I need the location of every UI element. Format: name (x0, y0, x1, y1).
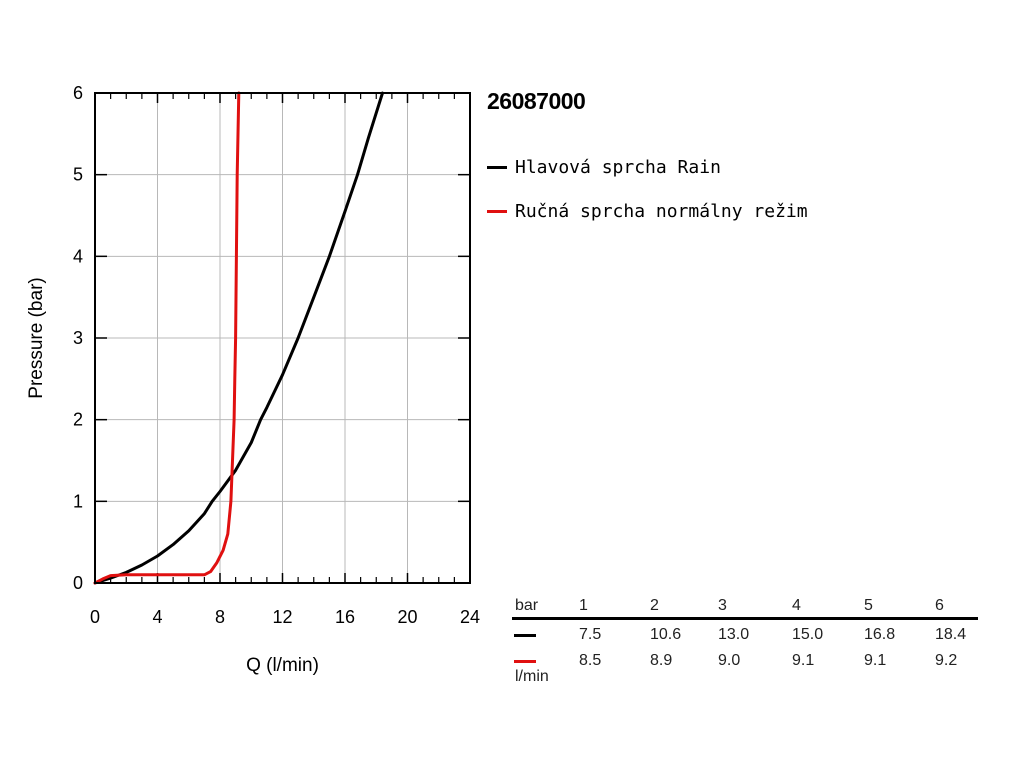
table-cell: 9.0 (718, 652, 741, 669)
y-tick-label: 2 (73, 410, 83, 430)
table-cell: 9.2 (935, 652, 958, 669)
plot-frame (94, 92, 471, 584)
table-row-swatch-red (514, 660, 536, 663)
table-cell: 18.4 (935, 626, 967, 643)
table-header-cell: 1 (579, 597, 588, 614)
y-tick-label: 0 (73, 573, 83, 593)
table-header-cell: 5 (864, 597, 873, 614)
legend-item-head-shower: Hlavová sprcha Rain (487, 145, 808, 189)
y-axis-title: Pressure (bar) (26, 277, 47, 398)
table-header-cell: 6 (935, 597, 944, 614)
table-cell: 8.9 (650, 652, 673, 669)
table-header-cell: 4 (792, 597, 801, 614)
table-cell: 9.1 (864, 652, 887, 669)
table-unit-row: l/min (512, 666, 978, 688)
table-unit-label: l/min (515, 668, 549, 685)
legend-swatch-black (487, 165, 507, 169)
series-line-0 (93, 91, 384, 585)
table-row: 8.5 8.9 9.0 9.1 9.1 9.2 (512, 650, 978, 676)
x-tick-label: 4 (152, 607, 162, 627)
x-tick-label: 16 (335, 607, 355, 627)
table-cell: 9.1 (792, 652, 815, 669)
legend-label: Ručná sprcha normálny režim (515, 200, 808, 222)
y-tick-label: 5 (73, 165, 83, 185)
y-tick-label: 4 (73, 246, 83, 266)
table-header-row: bar 1 2 3 4 5 6 (512, 597, 978, 620)
flow-table: bar 1 2 3 4 5 6 7.5 10.6 13.0 15.0 16.8 … (512, 597, 978, 688)
x-tick-label: 8 (215, 607, 225, 627)
table-cell: 7.5 (579, 626, 602, 643)
table-cell: 10.6 (650, 626, 682, 643)
y-tick-label: 1 (73, 491, 83, 511)
table-header-label: bar (515, 597, 539, 614)
x-axis-title: Q (l/min) (246, 655, 319, 676)
chart-title: 26087000 (487, 88, 586, 114)
table-header-cell: 3 (718, 597, 727, 614)
table-cell: 15.0 (792, 626, 824, 643)
table-cell: 13.0 (718, 626, 750, 643)
series-line-1 (93, 91, 241, 585)
x-tick-label: 24 (460, 607, 480, 627)
grid-lines (95, 93, 470, 583)
series-lines (93, 91, 384, 585)
table-header-cell: 2 (650, 597, 659, 614)
legend-swatch-red (487, 209, 507, 213)
legend-item-hand-shower: Ručná sprcha normálny režim (487, 189, 808, 233)
x-tick-label: 12 (272, 607, 292, 627)
x-tick-label: 20 (397, 607, 417, 627)
legend: Hlavová sprcha Rain Ručná sprcha normáln… (487, 145, 808, 233)
table-cell: 8.5 (579, 652, 602, 669)
legend-label: Hlavová sprcha Rain (515, 156, 721, 178)
table-row: 7.5 10.6 13.0 15.0 16.8 18.4 (512, 624, 978, 650)
x-tick-label: 0 (90, 607, 100, 627)
table-cell: 16.8 (864, 626, 896, 643)
table-row-swatch-black (514, 634, 536, 637)
y-tick-label: 6 (73, 83, 83, 103)
y-tick-label: 3 (73, 328, 83, 348)
